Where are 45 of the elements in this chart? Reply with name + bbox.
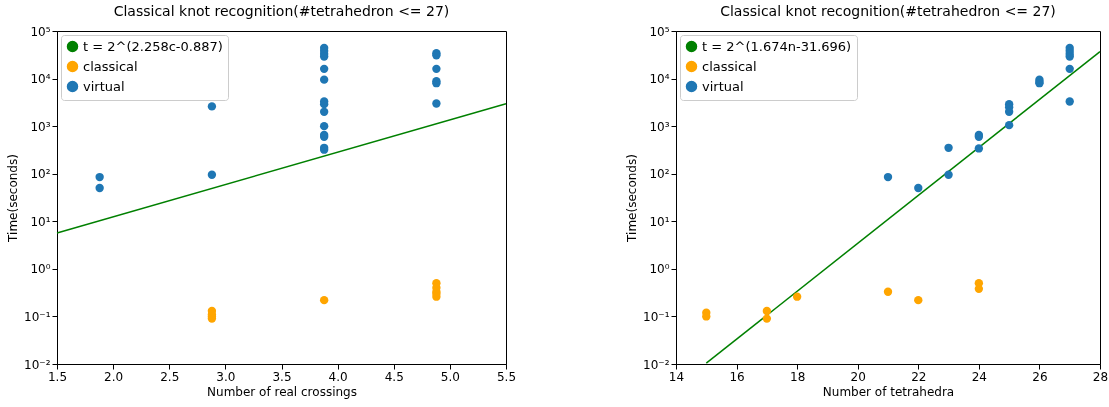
y-tick-label: 10¹ [649, 214, 670, 229]
x-tick-label: 1.5 [47, 369, 68, 384]
x-tick-label: 20 [850, 369, 866, 384]
x-axis-title: Number of real crossings [207, 384, 357, 399]
x-tick-label: 16 [729, 369, 745, 384]
y-tick-label: 10⁰ [30, 262, 51, 277]
x-tick-label: 2.5 [160, 369, 180, 384]
y-axis-title: Time(seconds) [625, 154, 640, 243]
y-tick-label: 10⁵ [649, 24, 670, 39]
y-tick-label: 10³ [649, 119, 670, 134]
legend-label: classical [702, 58, 757, 74]
y-tick-label: 10⁻¹ [24, 309, 51, 324]
y-tick-label: 10⁻² [24, 357, 51, 372]
chart-title: Classical knot recognition(#tetrahedron <= 27) [720, 3, 1056, 19]
y-tick-label: 10² [30, 167, 51, 182]
y-axis-title: Time(seconds) [6, 154, 21, 243]
y-tick-label: 10⁵ [30, 24, 51, 39]
legend-label: t = 2^(1.674n-31.696) [702, 38, 852, 54]
x-tick-label: 4.5 [384, 369, 404, 384]
x-tick-label: 5.5 [496, 369, 517, 384]
y-tick-label: 10⁴ [30, 72, 51, 87]
legend-label: virtual [83, 78, 125, 94]
x-tick-label: 4.0 [328, 369, 348, 384]
x-tick-label: 3.5 [272, 369, 292, 384]
y-tick-label: 10³ [30, 119, 51, 134]
y-tick-label: 10⁰ [649, 262, 670, 277]
legend-label: classical [83, 58, 138, 74]
x-tick-label: 5.0 [440, 369, 460, 384]
y-tick-label: 10⁴ [649, 72, 670, 87]
x-tick-label: 14 [668, 369, 685, 384]
legend-label: t = 2^(2.258c-0.887) [83, 38, 223, 54]
x-tick-label: 24 [971, 369, 987, 384]
chart-title: Classical knot recognition(#tetrahedron <= 27) [113, 3, 450, 19]
x-tick-label: 18 [790, 369, 806, 384]
x-tick-label: 3.0 [216, 369, 236, 384]
y-tick-label: 10² [649, 167, 670, 182]
legend-label: virtual [702, 78, 744, 94]
x-axis-title: Number of tetrahedra [822, 384, 955, 399]
x-tick-label: 28 [1092, 369, 1109, 384]
y-tick-label: 10¹ [30, 214, 51, 229]
y-tick-label: 10⁻¹ [643, 309, 670, 324]
x-tick-label: 2.0 [104, 369, 124, 384]
x-tick-label: 26 [1032, 369, 1048, 384]
y-tick-label: 10⁻² [643, 357, 670, 372]
x-tick-label: 22 [911, 369, 927, 384]
